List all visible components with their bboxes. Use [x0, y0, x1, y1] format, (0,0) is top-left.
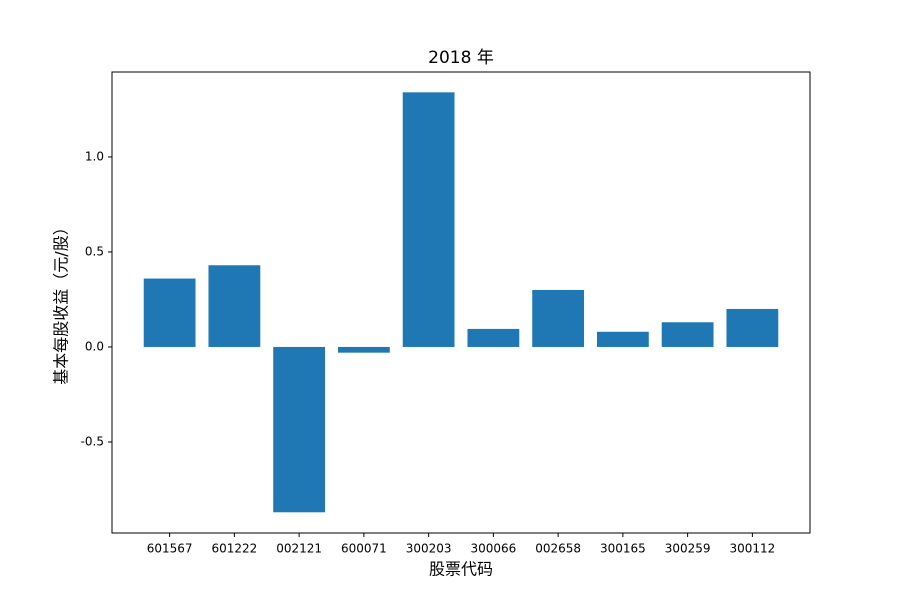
y-tick-label: 0.5 [85, 244, 104, 258]
x-tick-label: 300259 [665, 542, 711, 556]
bar [661, 322, 714, 347]
x-tick-label: 300066 [470, 542, 516, 556]
bar [596, 331, 649, 347]
x-tick-label: 300203 [406, 542, 452, 556]
x-tick-label: 300165 [600, 542, 646, 556]
y-tick-label: 1.0 [85, 149, 104, 163]
x-tick-label: 600071 [341, 542, 387, 556]
x-tick-label: 601222 [211, 542, 257, 556]
x-tick-label: 002121 [276, 542, 322, 556]
bar [143, 278, 196, 347]
bar [726, 308, 779, 347]
x-tick-label: 300112 [729, 542, 775, 556]
bar [273, 346, 326, 513]
bar [208, 265, 261, 347]
bar [402, 92, 455, 347]
bar [337, 346, 390, 353]
x-tick-label: 002658 [535, 542, 581, 556]
y-tick-label: -0.5 [81, 434, 104, 448]
y-axis-label: 基本每股收益（元/股） [52, 219, 71, 384]
x-tick-label: 601567 [147, 542, 193, 556]
y-tick-label: 0.0 [85, 339, 104, 353]
plot-frame [111, 71, 811, 534]
bar [467, 328, 520, 347]
x-axis-label: 股票代码 [429, 560, 493, 579]
bar [532, 289, 585, 347]
chart-title: 2018 年 [428, 48, 494, 68]
